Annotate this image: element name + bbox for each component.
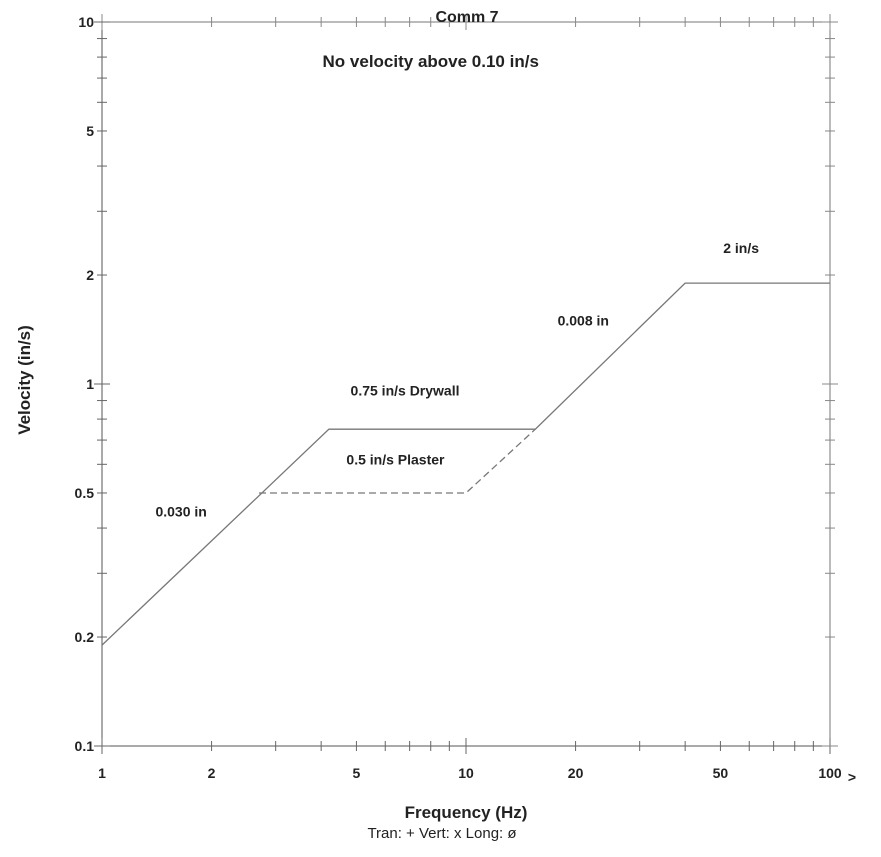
x-tick-label: 10	[458, 765, 474, 781]
minor-ticks	[94, 14, 838, 754]
annotation-label: 0.008 in	[558, 313, 609, 329]
y-tick-label: 5	[86, 123, 94, 139]
legend-text: Tran: + Vert: x Long: ø	[367, 825, 516, 842]
y-tick-label: 2	[86, 267, 94, 283]
drywall-limit-line	[101, 282, 830, 646]
y-axis-label: Velocity (in/s)	[15, 325, 34, 435]
series-lines	[101, 282, 830, 646]
x-axis-arrow: >	[848, 769, 856, 785]
annotation-label: 0.75 in/s Drywall	[351, 382, 460, 398]
axes-frame	[101, 21, 831, 747]
annotation-label: 0.030 in	[155, 504, 206, 520]
x-tick-label: 50	[713, 765, 729, 781]
x-tick-label: 100	[818, 765, 842, 781]
x-tick-label: 1	[98, 765, 106, 781]
annotation-label: 2 in/s	[723, 240, 759, 256]
y-tick-labels: 0.1 0.2 0.5 1 2 5 10	[75, 14, 95, 754]
y-tick-label: 1	[86, 376, 94, 392]
x-tick-label: 2	[208, 765, 216, 781]
plaster-limit-line	[259, 428, 536, 494]
annotation-label: No velocity above 0.10 in/s	[323, 52, 539, 71]
annotations: No velocity above 0.10 in/s 0.030 in 0.75 …	[155, 52, 759, 519]
y-tick-label: 10	[78, 14, 94, 30]
x-tick-label: 20	[568, 765, 584, 781]
x-tick-labels: 1 2 5 10 20 50 100	[98, 765, 842, 781]
chart-title: Comm 7	[435, 9, 498, 26]
annotation-label: 0.5 in/s Plaster	[346, 451, 445, 467]
y-tick-label: 0.1	[75, 738, 95, 754]
x-axis-label: Frequency (Hz)	[405, 803, 528, 822]
x-tick-label: 5	[353, 765, 361, 781]
y-tick-label: 0.5	[75, 485, 95, 501]
y-tick-label: 0.2	[75, 629, 95, 645]
